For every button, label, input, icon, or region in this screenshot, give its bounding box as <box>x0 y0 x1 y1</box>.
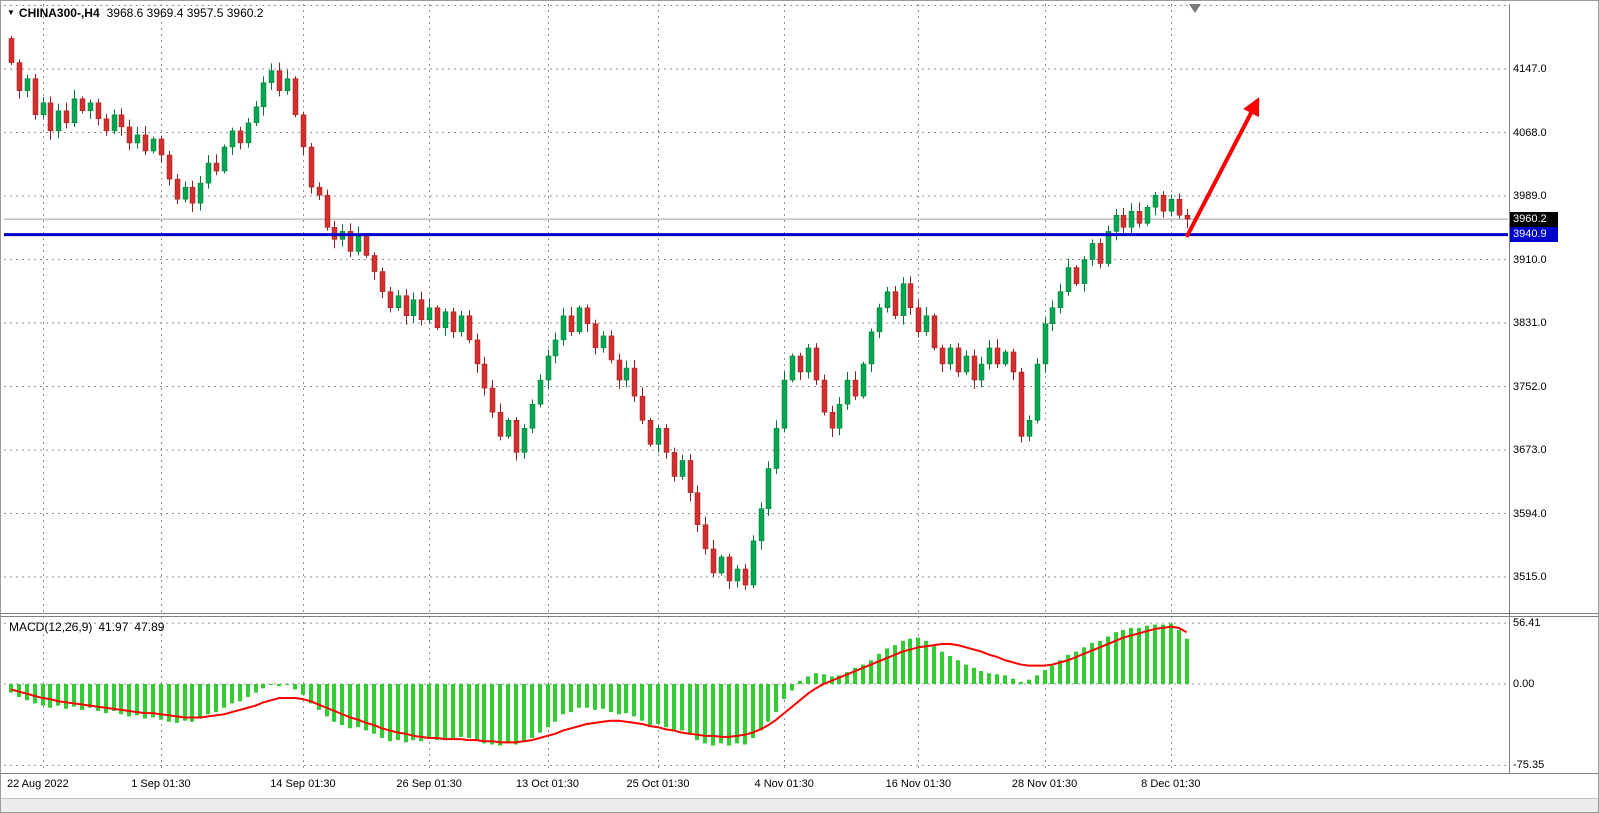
price-tick-label: 3752.0 <box>1513 380 1547 393</box>
chart-shift-marker-icon[interactable] <box>1189 4 1201 13</box>
bottom-strip <box>1 798 1598 812</box>
time-tick-label: 25 Oct 01:30 <box>626 778 690 790</box>
time-tick-label: 26 Sep 01:30 <box>396 778 462 790</box>
macd-histogram <box>9 623 1189 746</box>
price-tick-label: 3989.0 <box>1513 190 1547 202</box>
macd-name: MACD(12,26,9) <box>9 620 93 634</box>
price-tick-label: 3594.0 <box>1513 507 1547 520</box>
time-tick-label: 1 Sep 01:30 <box>131 778 191 790</box>
hline-price-badge: 3940.9 <box>1510 227 1558 242</box>
chart-header: ▼ CHINA300-,H4 3968.6 3969.4 3957.5 3960.2 <box>7 6 263 20</box>
macd-signal-line <box>10 625 1188 744</box>
price-tick-label: 3831.0 <box>1513 317 1547 329</box>
time-tick-label: 22 Aug 2022 <box>7 778 69 790</box>
symbol-dropdown-icon: ▼ <box>7 8 15 17</box>
macd-tick-label: 0.00 <box>1513 678 1535 690</box>
macd-value: 41.97 <box>98 620 129 634</box>
time-tick-label: 28 Nov 01:30 <box>1011 778 1078 790</box>
symbol-title: CHINA300-,H4 <box>18 6 100 20</box>
time-tick-label: 16 Nov 01:30 <box>885 778 952 790</box>
price-tick-label: 3515.0 <box>1513 571 1547 583</box>
macd-signal-value: 47.89 <box>134 620 165 634</box>
candlestick-series[interactable] <box>8 36 1191 590</box>
grid-layer <box>4 4 1508 772</box>
ohlc-values: 3968.6 3969.4 3957.5 3960.2 <box>106 6 264 20</box>
time-tick-label: 8 Dec 01:30 <box>1141 778 1201 790</box>
current-price-badge: 3960.2 <box>1510 212 1558 227</box>
macd-tick-label: -75.35 <box>1513 759 1545 772</box>
price-tick-label: 3910.0 <box>1513 253 1547 266</box>
time-tick-label: 14 Sep 01:30 <box>270 778 336 790</box>
price-tick-label: 4068.0 <box>1513 126 1547 139</box>
price-tick-label: 4147.0 <box>1513 63 1547 75</box>
macd-tick-label: 56.41 <box>1513 617 1541 630</box>
time-tick-label: 13 Oct 01:30 <box>516 778 580 790</box>
time-tick-label: 4 Nov 01:30 <box>754 778 814 790</box>
macd-indicator-label: MACD(12,26,9) 41.97 47.89 <box>9 620 164 634</box>
price-tick-label: 3673.0 <box>1513 444 1547 456</box>
trend-arrow-object[interactable] <box>1184 97 1260 238</box>
